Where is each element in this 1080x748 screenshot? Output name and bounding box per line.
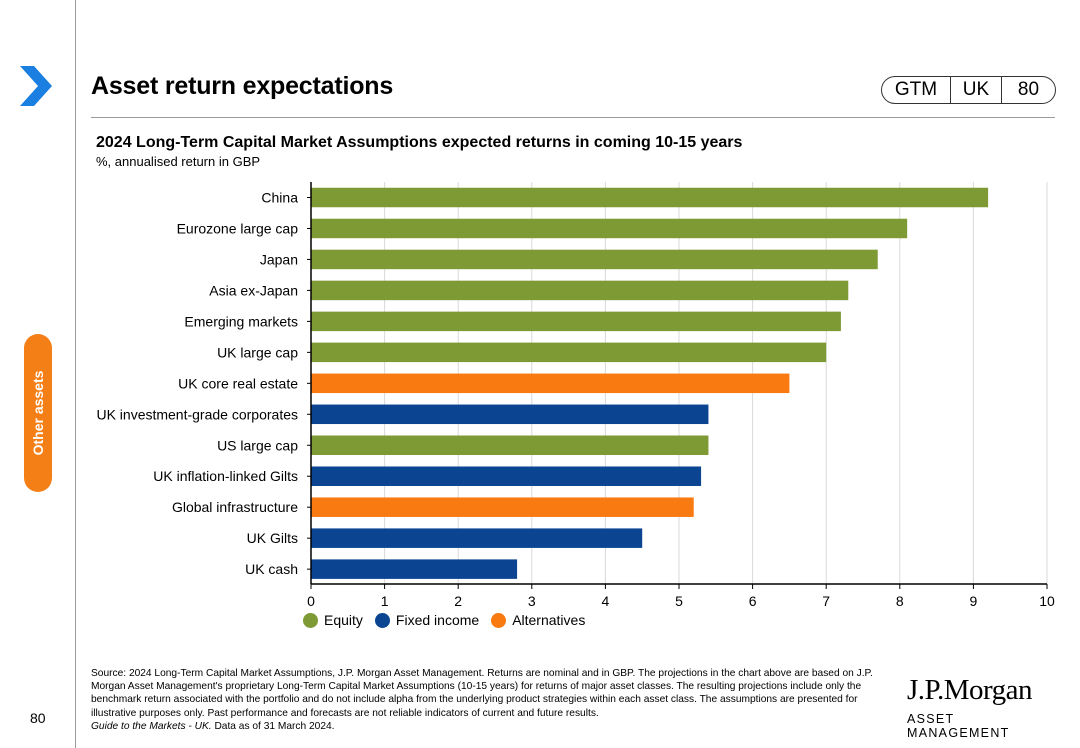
bar [311, 311, 841, 332]
bars [311, 187, 989, 579]
category-label: Global infrastructure [172, 499, 298, 515]
logo-subtitle: ASSET MANAGEMENT [907, 712, 1010, 740]
left-divider [75, 0, 76, 748]
bar [311, 435, 709, 456]
source-text: Source: 2024 Long-Term Capital Market As… [91, 668, 873, 719]
x-tick-label: 1 [381, 593, 389, 609]
badge-page: 80 [1017, 79, 1040, 100]
chart-subtitle: %, annualised return in GBP [96, 154, 261, 169]
category-label: Japan [260, 251, 298, 267]
legend-label-fixed-income: Fixed income [395, 612, 480, 628]
legend-item-fixed-income: Fixed income [374, 612, 480, 628]
chevron-right-icon [20, 66, 52, 106]
badge-region: UK [951, 77, 1002, 103]
category-label: Eurozone large cap [177, 220, 299, 236]
x-tick-label: 0 [307, 593, 315, 609]
bar [311, 280, 849, 301]
category-label: Asia ex-Japan [209, 282, 298, 298]
category-label: UK core real estate [178, 375, 298, 391]
bar [311, 249, 878, 270]
source-note: Source: 2024 Long-Term Capital Market As… [91, 667, 891, 733]
category-label: UK cash [245, 561, 298, 577]
bar [311, 373, 790, 394]
bar [311, 342, 827, 363]
legend-swatch-equity [303, 612, 318, 628]
legend-label-equity: Equity [324, 612, 363, 628]
x-tick-label: 10 [1039, 593, 1055, 609]
bar [311, 528, 643, 548]
bar [311, 187, 989, 208]
x-tick-labels: 0 1 2 3 4 5 6 7 8 9 10 [307, 593, 1055, 609]
x-tick-label: 7 [822, 593, 830, 609]
header-rule [91, 117, 1055, 118]
section-tab[interactable]: Other assets [24, 334, 52, 492]
guide-title: Guide to the Markets - UK. [91, 720, 212, 732]
bar [311, 497, 694, 517]
bar [311, 559, 518, 579]
category-label: UK inflation-linked Gilts [153, 468, 298, 484]
badge-gtm: GTM [882, 77, 951, 103]
bar [311, 218, 908, 239]
page-number: 80 [30, 710, 46, 726]
category-labels: China Eurozone large cap Japan Asia ex-Japa… [96, 190, 298, 578]
legend-swatch-fixed-income [374, 612, 390, 628]
x-tick-label: 2 [454, 593, 462, 609]
x-tick-label: 5 [675, 593, 683, 609]
page-title: Asset return expectations [91, 72, 394, 100]
data-as-of: Data as of 31 March 2024. [211, 720, 335, 732]
bar [311, 404, 709, 425]
legend-item-alternatives: Alternatives [491, 612, 585, 628]
category-label: UK investment-grade corporates [96, 406, 298, 422]
gtm-badge: GTM UK 80 [881, 76, 1056, 104]
x-tick-label: 4 [602, 593, 610, 609]
axes [307, 182, 1048, 589]
jpmorgan-logo: J.P.Morgan ASSET MANAGEMENT [907, 674, 1057, 740]
x-tick-label: 9 [970, 593, 978, 609]
category-label: US large cap [217, 437, 298, 453]
legend-swatch-alternatives [491, 612, 507, 628]
x-tick-label: 6 [749, 593, 757, 609]
legend: Equity Fixed income Alternatives [303, 612, 597, 628]
x-tick-label: 3 [528, 593, 536, 609]
category-label: UK large cap [217, 344, 298, 360]
chevron-shape [20, 66, 52, 106]
chart-title: 2024 Long-Term Capital Market Assumption… [96, 134, 743, 151]
category-label: UK Gilts [247, 530, 298, 546]
category-label: China [261, 190, 298, 206]
legend-label-alternatives: Alternatives [512, 612, 586, 628]
x-tick-label: 8 [896, 593, 904, 609]
logo-wordmark: J.P.Morgan [907, 674, 1033, 706]
bar [311, 466, 702, 486]
legend-item-equity: Equity [303, 612, 363, 628]
category-label: Emerging markets [184, 313, 298, 329]
